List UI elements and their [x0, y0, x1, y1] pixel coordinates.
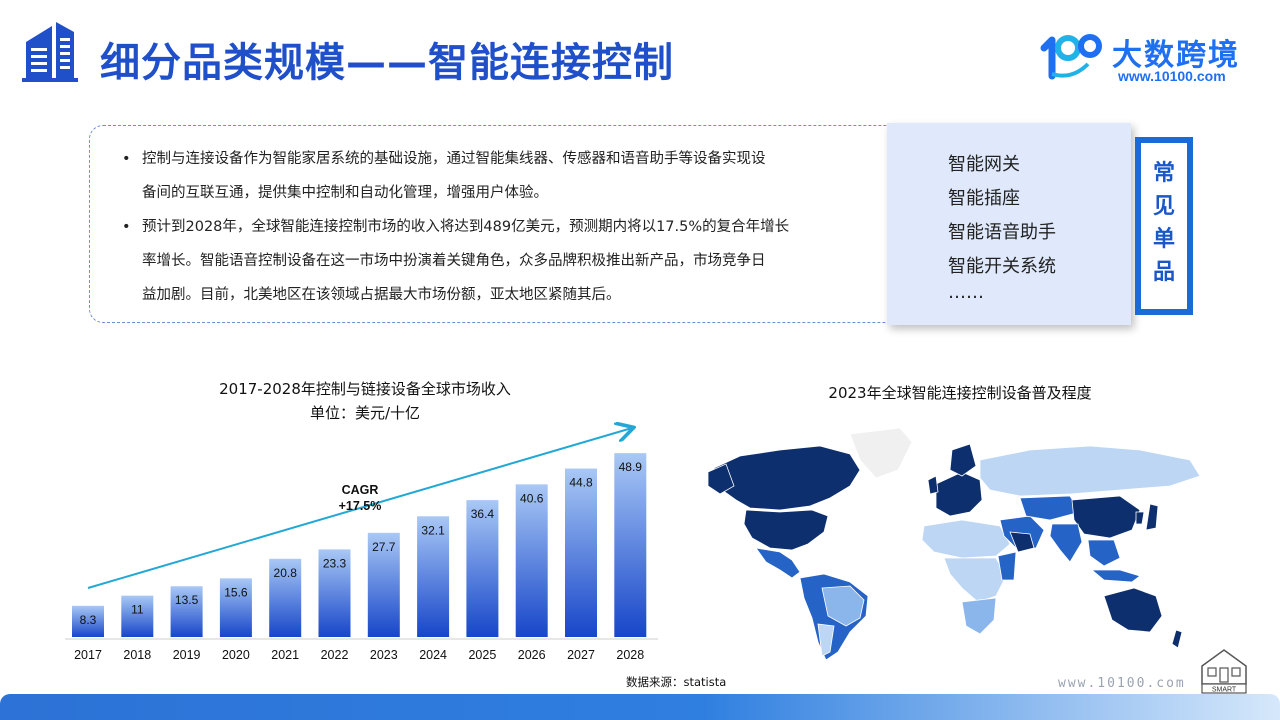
region-russia: [979, 445, 1201, 497]
brand-url: www.10100.com: [1118, 68, 1226, 84]
x-tick-label: 2028: [616, 648, 644, 662]
x-tick-label: 2021: [271, 648, 299, 662]
common-items-label: 常见单品: [1152, 161, 1175, 285]
x-tick-label: 2022: [321, 648, 349, 662]
bullet-icon: •: [122, 151, 131, 167]
cagr-trend-arrow: [87, 428, 632, 589]
bar-value-label: 36.4: [471, 507, 495, 521]
region-indonesia: [1090, 569, 1141, 583]
region-new-zealand: [1171, 629, 1183, 649]
bullet-2-line-1: 预计到2028年，全球智能连接控制市场的收入将达到489亿美元，预测期内将以17…: [142, 219, 790, 235]
region-japan: [1145, 503, 1159, 531]
bar-value-label: 23.3: [323, 556, 347, 570]
bar-value-label: 27.7: [372, 540, 396, 554]
region-greenland: [849, 427, 913, 479]
x-tick-label: 2020: [222, 648, 250, 662]
bar-chart: CAGR +17.5% 8.3 2017 11 2018 13.5 2019 15.6 202…: [65, 420, 658, 662]
bar-value-label: 32.1: [421, 523, 445, 537]
cagr-label: CAGR: [342, 483, 379, 497]
bar-value-label: 8.3: [80, 613, 97, 627]
common-items-card: [887, 123, 1131, 325]
footer-url: www.10100.com: [1058, 676, 1186, 691]
region-india: [1049, 523, 1083, 563]
bar-2025: [466, 500, 499, 637]
x-tick-label: 2025: [468, 648, 496, 662]
footer-bar: [0, 694, 1280, 720]
bullet-icon: •: [122, 219, 131, 235]
region-korea: [1135, 511, 1145, 525]
bar-2020: [219, 578, 252, 637]
region-saudi: [1009, 531, 1035, 553]
region-scandinavia: [949, 443, 977, 477]
region-canada: [713, 445, 861, 511]
bar-value-label: 20.8: [274, 566, 298, 580]
region-alaska: [707, 463, 735, 495]
region-central-asia: [1019, 495, 1081, 521]
region-africa-north: [921, 519, 1011, 559]
bar-2017: [72, 605, 104, 637]
common-item-4: 智能开关系统: [948, 256, 1056, 277]
region-australia: [1103, 587, 1163, 633]
x-tick-label: 2026: [518, 648, 546, 662]
x-tick-label: 2019: [173, 648, 201, 662]
bar-value-label: 40.6: [520, 491, 544, 505]
bar-2026: [515, 484, 548, 637]
region-mexico: [755, 547, 801, 579]
svg-text:SMART: SMART: [1212, 687, 1237, 694]
x-tick-label: 2024: [419, 648, 447, 662]
region-usa: [743, 509, 829, 551]
bullet-2-line-3: 益加剧。目前，北美地区在该领域占据最大市场份额，亚太地区紧随其后。: [142, 287, 621, 303]
bar-2021: [269, 558, 302, 637]
building-icon: [22, 22, 78, 82]
region-africa-east: [997, 551, 1017, 581]
bullet-1-line-1: 控制与连接设备作为智能家居系统的基础设施，通过智能集线器、传感器和语音助手等设备…: [142, 151, 766, 167]
x-tick-label: 2018: [123, 648, 151, 662]
bar-2023: [367, 532, 400, 637]
bar-2028: [614, 453, 647, 637]
bar-value-label: 48.9: [619, 460, 643, 474]
chart-unit: 单位：美元/十亿: [309, 404, 421, 422]
bullet-2-line-2: 率增长。智能语音控制设备在这一市场中扮演着关键角色，众多品牌积极推出新产品，市场…: [142, 253, 766, 269]
bar-2019: [170, 586, 203, 637]
common-item-2: 智能插座: [948, 188, 1020, 209]
data-source: 数据来源：statista: [626, 675, 727, 689]
world-map: [707, 427, 1201, 661]
bar-value-label: 11: [131, 603, 144, 617]
common-item-1: 智能网关: [948, 154, 1020, 175]
region-africa-central: [943, 557, 1007, 603]
region-uk: [927, 475, 939, 495]
brand-logo-icon: [1040, 34, 1102, 80]
smart-home-icon: SMART: [1201, 649, 1247, 694]
page-title: 细分品类规模——智能连接控制: [100, 40, 674, 86]
map-title: 2023年全球智能连接控制设备普及程度: [828, 384, 1092, 402]
region-brazil: [821, 585, 865, 627]
region-argentina: [817, 623, 835, 657]
bar-2024: [417, 516, 450, 637]
common-item-3: 智能语音助手: [948, 222, 1056, 243]
region-europe: [935, 471, 983, 517]
brand-name: 大数跨境: [1112, 38, 1240, 73]
x-tick-label: 2023: [370, 648, 398, 662]
common-item-more: ……: [948, 282, 984, 303]
common-items-badge: 常见单品: [1135, 137, 1193, 315]
bar-2022: [318, 549, 351, 637]
bar-2018: [121, 595, 154, 637]
cagr-value: +17.5%: [339, 499, 382, 513]
bar-2027: [565, 468, 597, 637]
bullet-1-line-2: 备间的互联互通，提供集中控制和自动化管理，增强用户体验。: [142, 185, 548, 201]
region-se-asia: [1087, 539, 1121, 567]
bar-value-label: 15.6: [224, 585, 248, 599]
chart-title: 2017-2028年控制与链接设备全球市场收入: [219, 380, 511, 398]
region-africa-south: [961, 597, 997, 635]
bar-value-label: 44.8: [569, 476, 593, 490]
x-tick-label: 2017: [74, 648, 102, 662]
region-china: [1071, 495, 1141, 539]
bar-value-label: 13.5: [175, 593, 199, 607]
x-tick-label: 2027: [567, 648, 595, 662]
